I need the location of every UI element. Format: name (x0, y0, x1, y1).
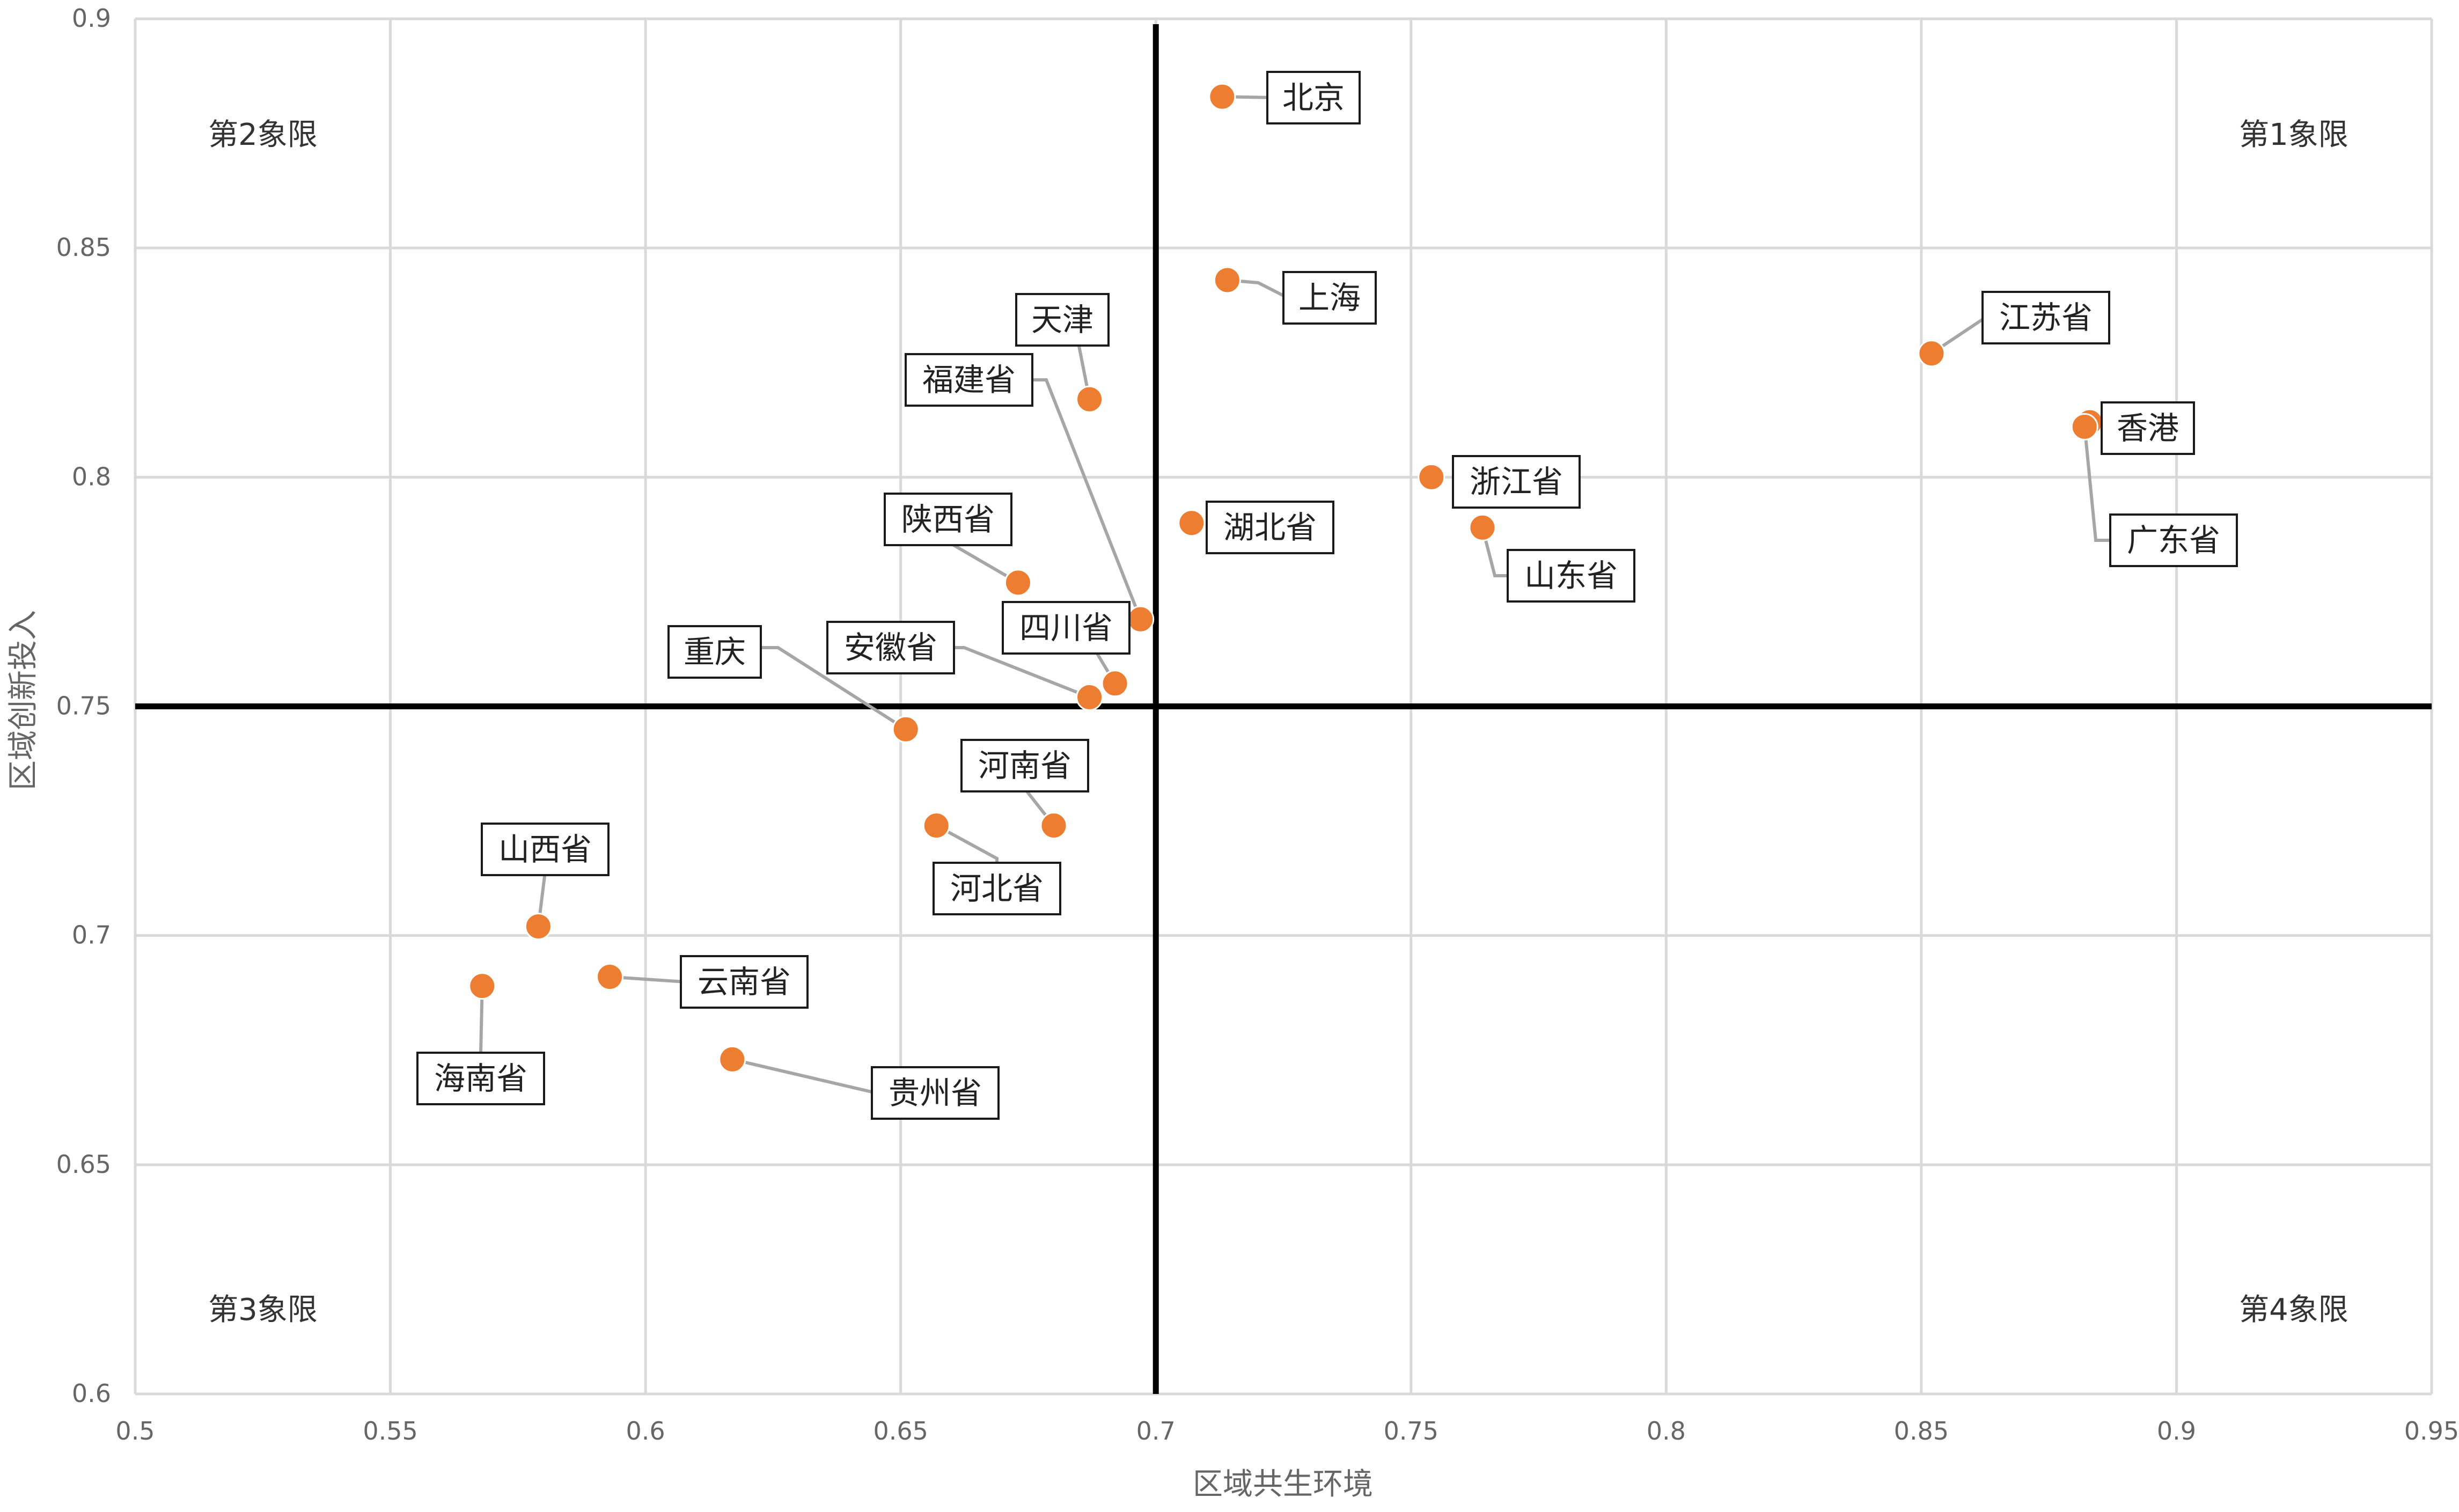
leader-line (732, 1058, 877, 1095)
data-point (718, 1045, 746, 1073)
data-point (1101, 670, 1129, 698)
data-label-box (680, 955, 809, 1009)
data-label-box (1206, 501, 1334, 554)
data-label-box (416, 1052, 545, 1105)
x-tick-label: 0.85 (1894, 1416, 1949, 1445)
data-label-box (1507, 549, 1635, 603)
tick-layer: 0.5 0.55 0.6 0.65 0.7 0.75 0.8 0.85 0.9 0.95 0.6 0.… (56, 4, 2459, 1445)
y-tick-label: 0.8 (72, 462, 111, 491)
data-label-box (884, 493, 1012, 546)
data-label: 上海 (1298, 280, 1361, 316)
data-point (1213, 266, 1241, 294)
x-tick-label: 0.9 (2157, 1416, 2196, 1445)
quadrant-dividers (135, 24, 2432, 1394)
data-label: 山西省 (498, 831, 592, 868)
data-point (524, 913, 552, 941)
data-label-box (2101, 401, 2195, 455)
data-label: 河南省 (978, 747, 1071, 784)
x-tick-label: 0.75 (1384, 1416, 1438, 1445)
x-axis-title: 区域共生环境 (1193, 1467, 1373, 1502)
data-label: 天津 (1031, 302, 1093, 338)
data-label-box (905, 353, 1033, 407)
data-point (1076, 683, 1104, 711)
data-label: 广东省 (2127, 522, 2220, 559)
x-tick-label: 0.8 (1647, 1416, 1686, 1445)
data-point (1418, 463, 1445, 491)
y-axis-title: 区域创新投入 (6, 610, 41, 790)
y-tick-label: 0.85 (56, 233, 111, 262)
data-label: 河北省 (950, 870, 1044, 907)
y-tick-label: 0.9 (72, 4, 111, 33)
leader-line (935, 824, 999, 863)
data-label-box (1452, 455, 1581, 509)
data-point (1004, 569, 1032, 597)
quadrant-1-label: 第1象限 (2239, 118, 2348, 152)
data-label: 香港 (2117, 410, 2179, 446)
leader-line (761, 646, 907, 731)
data-points (468, 83, 2104, 1073)
leader-line (2083, 427, 2110, 542)
data-label-box (481, 823, 610, 876)
data-point (1076, 385, 1104, 413)
data-label-box (933, 862, 1061, 915)
x-tick-label: 0.55 (363, 1416, 417, 1445)
data-label: 陕西省 (901, 501, 995, 538)
data-label: 安徽省 (844, 629, 937, 666)
data-label-box (667, 625, 762, 679)
x-tick-label: 0.95 (2404, 1416, 2459, 1445)
y-tick-label: 0.75 (56, 692, 111, 721)
data-label-box (1266, 71, 1361, 124)
x-tick-label: 0.65 (873, 1416, 928, 1445)
leader-lines (479, 95, 2110, 1095)
data-label: 湖北省 (1223, 509, 1317, 546)
data-point (1469, 513, 1496, 541)
data-label-box (960, 739, 1089, 792)
data-point (1208, 83, 1236, 111)
data-label: 海南省 (434, 1060, 527, 1097)
data-label-box (1002, 601, 1131, 655)
leader-line (1481, 527, 1508, 577)
data-point (922, 812, 950, 840)
data-point (1178, 509, 1206, 537)
data-label: 山东省 (1524, 557, 1618, 594)
x-tick-label: 0.7 (1136, 1416, 1176, 1445)
quadrant-3-label: 第3象限 (208, 1293, 318, 1327)
data-label: 四川省 (1019, 610, 1113, 646)
y-tick-label: 0.65 (56, 1150, 111, 1179)
data-label: 福建省 (922, 362, 1016, 398)
y-tick-label: 0.6 (72, 1379, 111, 1408)
data-point (2071, 413, 2098, 441)
quadrant-4-label: 第4象限 (2239, 1293, 2348, 1327)
y-tick-label: 0.7 (72, 921, 111, 950)
data-label-box (1981, 291, 2110, 344)
data-label: 浙江省 (1470, 464, 1563, 500)
quadrant-2-label: 第2象限 (208, 118, 318, 152)
data-point (1918, 340, 1946, 368)
data-label-box (1015, 293, 1110, 347)
data-label: 江苏省 (1999, 299, 2093, 336)
data-point (892, 715, 920, 743)
data-label: 贵州省 (889, 1075, 982, 1111)
leader-line (954, 646, 1090, 699)
data-label: 重庆 (684, 634, 746, 670)
data-label-box (1282, 271, 1377, 325)
data-label-box (826, 621, 955, 674)
data-label-box (871, 1066, 1000, 1120)
data-point (1127, 605, 1155, 633)
leader-line (1032, 378, 1142, 620)
x-tick-label: 0.5 (115, 1416, 155, 1445)
data-label: 北京 (1282, 79, 1345, 116)
data-label: 云南省 (698, 964, 791, 1000)
data-label-box (2109, 513, 2238, 567)
data-point (596, 963, 624, 991)
data-point (468, 972, 496, 1000)
x-tick-label: 0.6 (626, 1416, 665, 1445)
data-point (1040, 812, 1068, 840)
